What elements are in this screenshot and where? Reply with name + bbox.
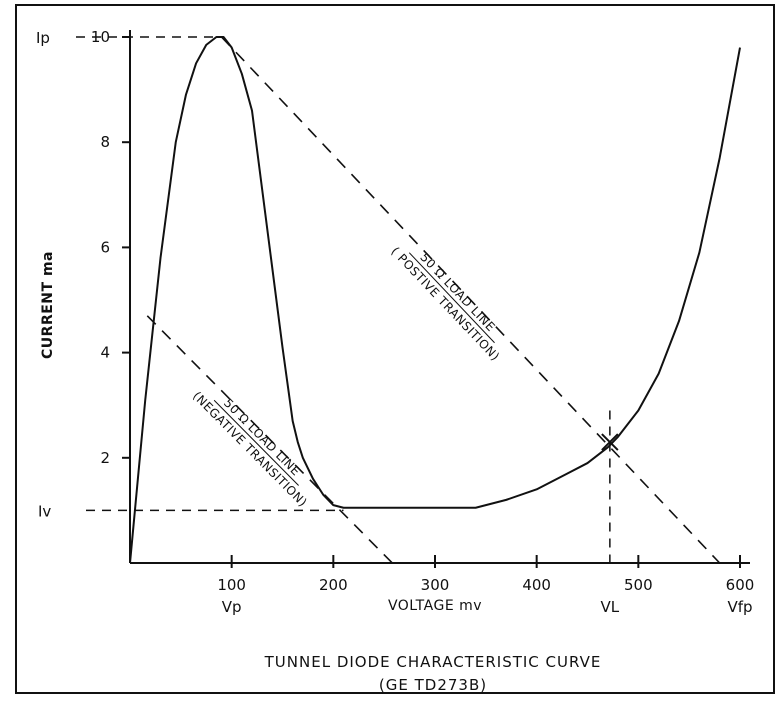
negative-label-divider [213,399,299,486]
x-tick-label: 100 [217,576,246,594]
x-annotation-vp: Vp [222,598,242,616]
x-tick-label: 300 [421,576,450,594]
intersection-marker [601,433,619,451]
y-tick-label: 2 [100,449,110,467]
x-tick-label: 400 [522,576,551,594]
x-tick-label: 500 [624,576,653,594]
negative-load-line-label-2: (NEGATIVE TRANSITION) [190,389,310,510]
x-annotation-vfp: Vfp [727,598,752,616]
y-tick-label: 6 [100,238,110,256]
positive-load-line-label: 50 Ω LOAD LINE ( POSTIVE TRANSITION) [388,244,502,363]
chart-subtitle: (GE TD273B) [379,676,487,694]
y-tick-label: 8 [100,133,110,151]
x-annotation-vl: VL [601,598,620,616]
positive-label-divider [408,252,495,344]
chart-title: TUNNEL DIODE CHARACTERISTIC CURVE [264,653,602,671]
ip-label: Ip [36,29,50,47]
positive-load-line-label-2: ( POSTIVE TRANSITION) [388,244,502,363]
iv-label: Iv [38,502,51,520]
y-tick-label: 4 [100,344,110,362]
x-axis-title: VOLTAGE mv [388,598,482,614]
figure-border [15,4,775,694]
x-tick-label: 600 [726,576,755,594]
positive-load-line [220,36,721,564]
y-axis-title: CURRENT ma [40,251,56,359]
negative-load-line [146,315,393,564]
x-tick-label: 200 [319,576,348,594]
negative-load-line-label: 50 Ω LOAD LINE (NEGATIVE TRANSITION) [190,389,310,510]
